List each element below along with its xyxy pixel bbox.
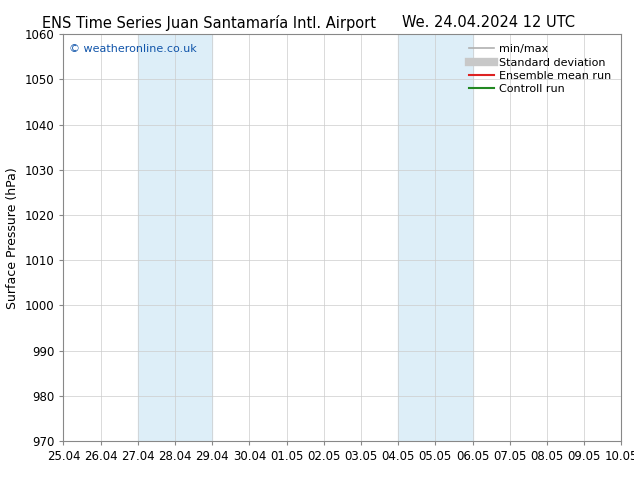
Text: © weatheronline.co.uk: © weatheronline.co.uk bbox=[69, 45, 197, 54]
Legend: min/max, Standard deviation, Ensemble mean run, Controll run: min/max, Standard deviation, Ensemble me… bbox=[465, 40, 616, 99]
Bar bbox=[138, 34, 212, 441]
Y-axis label: Surface Pressure (hPa): Surface Pressure (hPa) bbox=[6, 167, 19, 309]
Text: ENS Time Series Juan Santamaría Intl. Airport: ENS Time Series Juan Santamaría Intl. Ai… bbox=[42, 15, 376, 31]
Text: We. 24.04.2024 12 UTC: We. 24.04.2024 12 UTC bbox=[402, 15, 574, 30]
Bar bbox=[398, 34, 472, 441]
